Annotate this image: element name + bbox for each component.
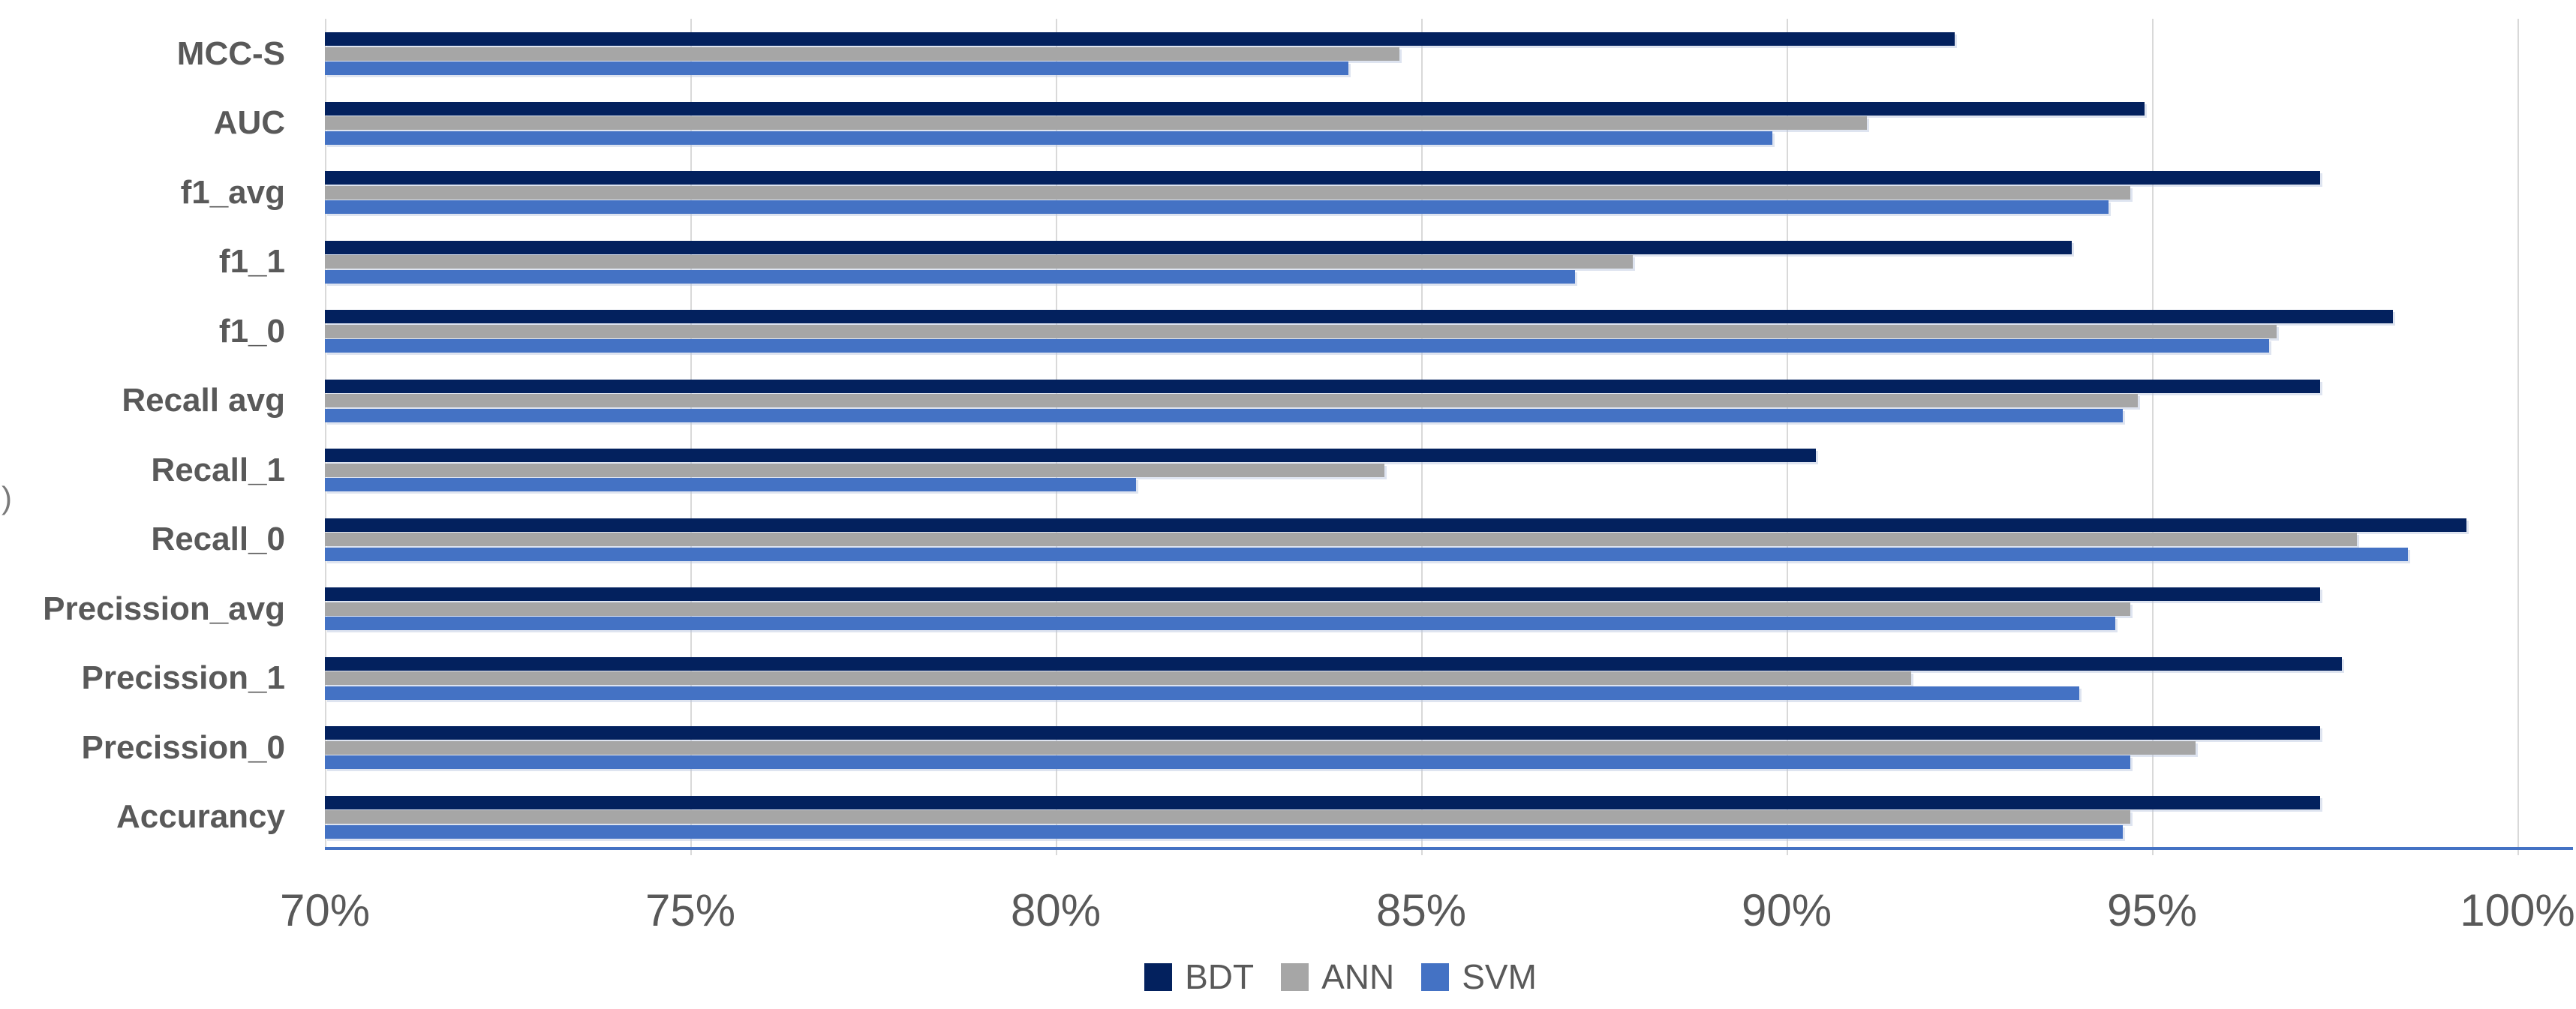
bar-svm-recall-avg	[325, 408, 2123, 422]
bar-bdt-f1-1	[325, 240, 2072, 254]
category-label-recall-1: Recall_1	[151, 451, 285, 488]
legend-item-bdt: BDT	[1144, 956, 1254, 997]
category-label-f1-0: f1_0	[218, 312, 285, 350]
bar-ann-recall-1	[325, 463, 1384, 477]
bar-svm-recall-1	[325, 478, 1136, 491]
bar-bdt-recall-avg	[325, 379, 2320, 393]
bar-ann-auc	[325, 116, 1867, 130]
category-axis-line	[325, 19, 326, 848]
value-axis-line	[325, 847, 2573, 850]
bar-bdt-f1-0	[325, 310, 2393, 323]
tick-label-70%: 70%	[279, 884, 371, 935]
gridline-95%	[2152, 19, 2154, 855]
bar-bdt-accurancy	[325, 795, 2320, 809]
bar-ann-recall-0	[325, 533, 2357, 546]
bar-ann-mcc-s	[325, 47, 1399, 61]
legend-label-bdt: BDT	[1185, 957, 1255, 996]
bar-svm-precission-1	[325, 686, 2079, 700]
bar-ann-f1-1	[325, 255, 1633, 269]
bar-svm-f1-0	[325, 339, 2269, 353]
bar-ann-precission-0	[325, 740, 2196, 755]
category-label-precission-avg: Precission_avg	[43, 590, 285, 627]
category-label-precission-1: Precission_1	[81, 659, 286, 696]
bar-svm-f1-1	[325, 269, 1575, 284]
legend-swatch-ann	[1281, 962, 1309, 991]
bar-bdt-recall-1	[325, 449, 1816, 462]
category-label-precission-0: Precission_0	[81, 728, 286, 766]
gridline-75%	[690, 19, 692, 855]
bar-ann-recall-avg	[325, 394, 2138, 407]
tick-label-75%: 75%	[645, 884, 736, 935]
legend-swatch-bdt	[1144, 962, 1173, 991]
bar-ann-accurancy	[325, 810, 2130, 824]
category-label-recall-avg: Recall avg	[122, 382, 285, 419]
gridline-80%	[1056, 19, 1057, 855]
category-label-auc: AUC	[213, 104, 285, 141]
bar-ann-precission-avg	[325, 602, 2130, 616]
bar-bdt-f1-avg	[325, 171, 2320, 185]
category-label-recall-0: Recall_0	[151, 521, 285, 557]
tick-label-100%: 100%	[2460, 884, 2575, 935]
bar-bdt-auc	[325, 101, 2145, 116]
gridline-90%	[1787, 19, 1788, 855]
tick-label-85%: 85%	[1375, 884, 1467, 935]
bar-bdt-precission-avg	[325, 587, 2320, 601]
bar-svm-precission-avg	[325, 617, 2115, 630]
bar-svm-accurancy	[325, 824, 2123, 839]
bar-bdt-mcc-s	[325, 32, 1955, 46]
category-label-mcc-s: MCC-S	[176, 35, 285, 72]
cropped-axis-title-text: )	[2, 480, 12, 515]
legend: BDT ANN SVM	[0, 954, 2576, 999]
bar-ann-f1-avg	[325, 185, 2130, 200]
bar-svm-precission-0	[325, 755, 2130, 769]
gridline-85%	[1421, 19, 1423, 855]
bar-ann-f1-0	[325, 324, 2277, 338]
bar-svm-auc	[325, 131, 1772, 145]
bar-ann-precission-1	[325, 671, 1911, 685]
category-label-f1-1: f1_1	[218, 243, 285, 280]
legend-item-ann: ANN	[1281, 956, 1394, 997]
bar-bdt-precission-0	[325, 726, 2320, 740]
bar-bdt-precission-1	[325, 656, 2342, 671]
tick-label-90%: 90%	[1741, 884, 1832, 935]
legend-item-svm: SVM	[1421, 956, 1537, 997]
bar-svm-f1-avg	[325, 200, 2109, 214]
category-label-f1-avg: f1_avg	[180, 173, 285, 211]
tick-label-95%: 95%	[2106, 884, 2198, 935]
legend-label-ann: ANN	[1321, 957, 1395, 996]
legend-label-svm: SVM	[1462, 957, 1537, 996]
bar-svm-mcc-s	[325, 62, 1348, 75]
bar-bdt-recall-0	[325, 518, 2466, 532]
gridline-100%	[2517, 19, 2519, 855]
tick-label-80%: 80%	[1010, 884, 1102, 935]
bar-svm-recall-0	[325, 547, 2408, 561]
category-label-accurancy: Accurancy	[116, 798, 285, 835]
legend-swatch-svm	[1421, 962, 1450, 991]
